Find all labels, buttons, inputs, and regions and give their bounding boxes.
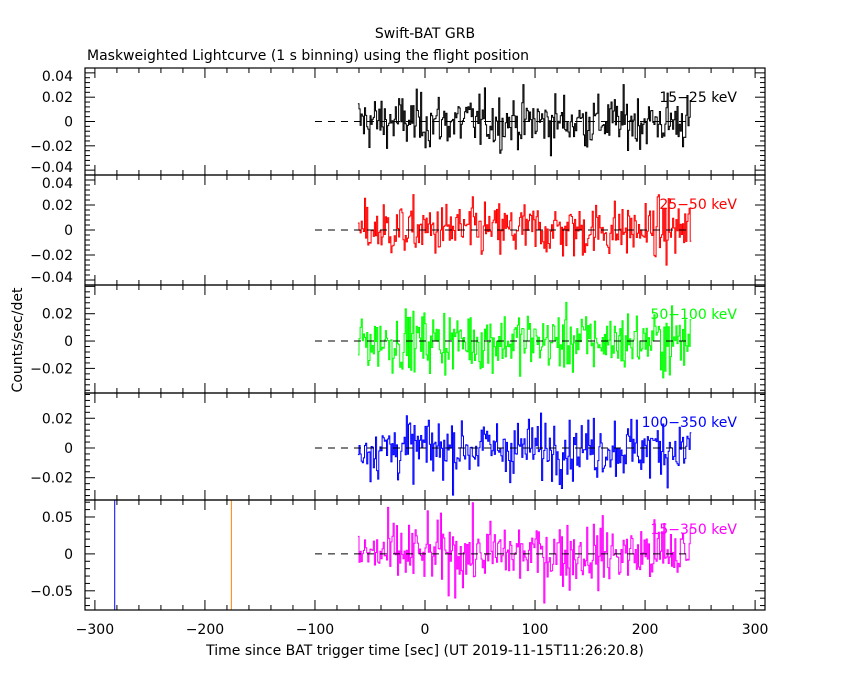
y-tick-label: 0.02 [42, 198, 73, 214]
panel-100-350-kev: 0.02 0 −0.02 100−350 keV [30, 392, 766, 501]
band-label: 15−350 keV [650, 522, 737, 538]
lightcurve-series [357, 194, 692, 266]
y-tick-label: 0.02 [42, 411, 73, 427]
y-tick-label: 0 [64, 115, 73, 131]
panel-15-350-kev: 0.05 0 −0.05 15−350 keV [30, 499, 766, 611]
y-axis-label: Counts/sec/det [10, 287, 26, 392]
y-tick-label: −0.05 [30, 584, 73, 600]
band-label: 50−100 keV [650, 307, 737, 323]
y-tick-label: −0.02 [30, 248, 73, 264]
x-tick-label: −300 [76, 622, 114, 638]
y-tick-label: 0.05 [42, 510, 73, 526]
y-tick-label: −0.02 [30, 361, 73, 377]
band-label: 25−50 keV [659, 197, 737, 213]
y-tick-label: 0 [64, 547, 73, 563]
panel-15-25-kev: 0.04 0.02 0 −0.02 −0.04 15−25 keV [30, 67, 766, 176]
lightcurve-series [357, 502, 692, 604]
lightcurve-series [357, 84, 692, 157]
y-tick-label: 0.04 [42, 69, 73, 85]
band-label: 15−25 keV [659, 90, 737, 106]
x-axis-label: Time since BAT trigger time [sec] (UT 20… [205, 643, 644, 659]
panel-25-50-kev: 0.04 0.02 0 −0.02 −0.04 25−50 keV [30, 174, 766, 286]
y-tick-label: 0 [64, 223, 73, 239]
lightcurve-series [357, 412, 692, 496]
y-tick-label: −0.02 [30, 139, 73, 155]
band-label: 100−350 keV [642, 415, 738, 431]
y-tick-label: 0.02 [42, 307, 73, 323]
x-tick-label: 300 [742, 622, 769, 638]
y-tick-label: 0 [64, 334, 73, 350]
y-tick-label: −0.04 [30, 270, 73, 286]
lightcurve-series [357, 301, 692, 379]
x-tick-label: 200 [632, 622, 659, 638]
x-tick-label: −100 [296, 622, 334, 638]
chart-title: Swift-BAT GRB [375, 26, 475, 42]
y-tick-label: 0.02 [42, 90, 73, 106]
chart-subtitle: Maskweighted Lightcurve (1 s binning) us… [87, 48, 529, 64]
y-tick-label: −0.02 [30, 471, 73, 487]
y-tick-label: 0 [64, 441, 73, 457]
x-tick-label: 100 [522, 622, 549, 638]
panel-50-100-kev: 0.02 0 −0.02 50−100 keV [30, 284, 766, 394]
y-tick-label: −0.04 [30, 160, 73, 176]
x-tick-label: −200 [186, 622, 224, 638]
x-tick-label: 0 [421, 622, 430, 638]
y-tick-label: 0.04 [42, 176, 73, 192]
